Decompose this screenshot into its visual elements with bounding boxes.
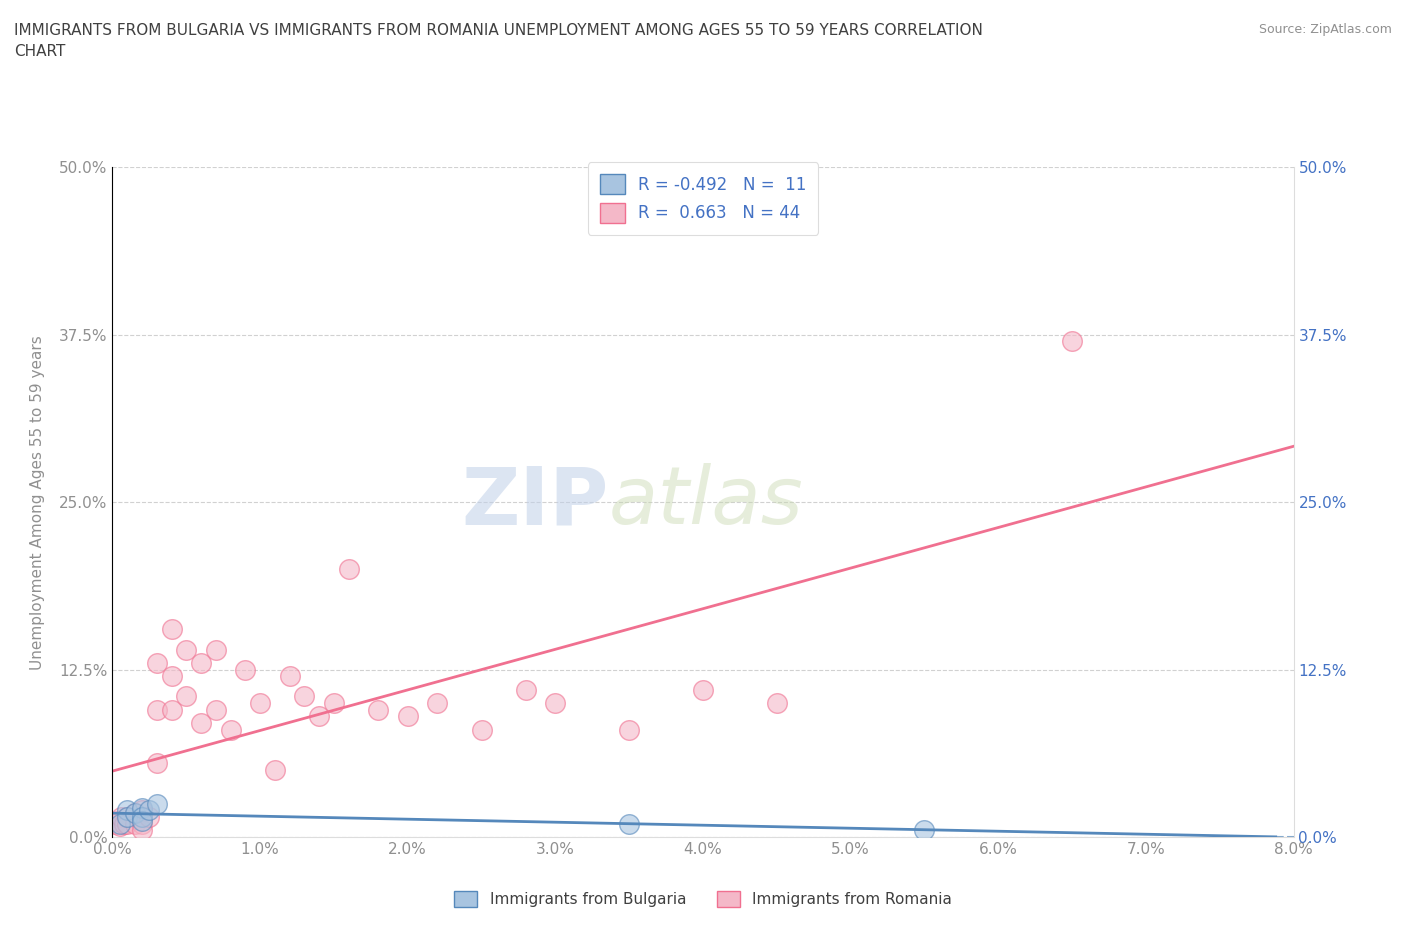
Point xyxy=(131,809,153,824)
Point xyxy=(190,716,212,731)
Point xyxy=(117,817,138,831)
Point xyxy=(337,562,360,577)
Point xyxy=(112,817,135,831)
Point xyxy=(108,817,131,831)
Text: atlas: atlas xyxy=(609,463,803,541)
Point xyxy=(110,809,132,824)
Point xyxy=(117,809,138,824)
Point xyxy=(205,702,228,717)
Point xyxy=(146,656,169,671)
Point xyxy=(308,709,330,724)
Point xyxy=(108,818,131,833)
Point xyxy=(249,696,271,711)
Point xyxy=(124,817,146,831)
Point xyxy=(544,696,567,711)
Point xyxy=(264,763,287,777)
Point xyxy=(426,696,449,711)
Point xyxy=(471,723,494,737)
Point xyxy=(174,642,197,657)
Point xyxy=(765,696,787,711)
Point xyxy=(174,689,197,704)
Point xyxy=(323,696,346,711)
Point xyxy=(146,702,169,717)
Point xyxy=(367,702,389,717)
Point xyxy=(1062,334,1084,349)
Point xyxy=(131,800,153,815)
Point xyxy=(396,709,419,724)
Point xyxy=(292,689,315,704)
Legend: R = -0.492   N =  11, R =  0.663   N = 44: R = -0.492 N = 11, R = 0.663 N = 44 xyxy=(588,163,818,234)
Point xyxy=(233,662,256,677)
Point xyxy=(160,669,183,684)
Point xyxy=(914,823,936,838)
Point xyxy=(117,803,138,817)
Point xyxy=(190,656,212,671)
Legend: Immigrants from Bulgaria, Immigrants from Romania: Immigrants from Bulgaria, Immigrants fro… xyxy=(449,884,957,913)
Point xyxy=(105,814,128,829)
Point xyxy=(131,803,153,817)
Point xyxy=(138,809,160,824)
Point xyxy=(124,805,146,820)
Point xyxy=(146,796,169,811)
Point xyxy=(117,809,138,824)
Point xyxy=(138,803,160,817)
Point xyxy=(219,723,242,737)
Point xyxy=(278,669,301,684)
Point xyxy=(124,805,146,820)
Text: ZIP: ZIP xyxy=(461,463,609,541)
Point xyxy=(692,683,714,698)
Point xyxy=(619,817,641,831)
Point xyxy=(515,683,537,698)
Text: Source: ZipAtlas.com: Source: ZipAtlas.com xyxy=(1258,23,1392,36)
Y-axis label: Unemployment Among Ages 55 to 59 years: Unemployment Among Ages 55 to 59 years xyxy=(31,335,45,670)
Point xyxy=(131,823,153,838)
Point xyxy=(146,756,169,771)
Point xyxy=(131,814,153,829)
Text: IMMIGRANTS FROM BULGARIA VS IMMIGRANTS FROM ROMANIA UNEMPLOYMENT AMONG AGES 55 T: IMMIGRANTS FROM BULGARIA VS IMMIGRANTS F… xyxy=(14,23,983,60)
Point xyxy=(619,723,641,737)
Point xyxy=(160,702,183,717)
Point xyxy=(104,817,127,831)
Point xyxy=(160,622,183,637)
Point xyxy=(205,642,228,657)
Point xyxy=(131,817,153,831)
